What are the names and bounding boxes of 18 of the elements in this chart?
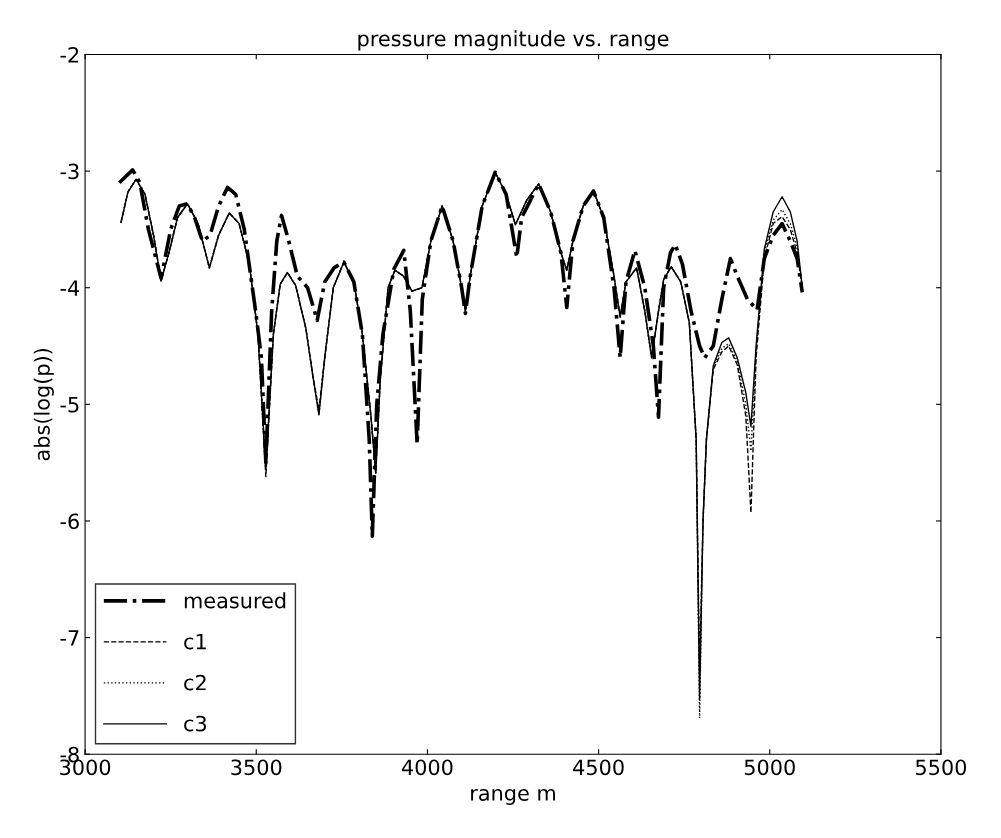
y-tick-label: -5 bbox=[60, 397, 79, 413]
x-tick-label: 5500 bbox=[916, 759, 967, 776]
x-axis-title: range m bbox=[471, 788, 555, 805]
y-tick-label: -2 bbox=[60, 46, 79, 63]
chart-title: pressure magnitude vs. range bbox=[358, 30, 669, 51]
x-tick-label: 4000 bbox=[401, 759, 453, 776]
x-tick-label: 5000 bbox=[744, 759, 795, 776]
y-tick-label: -3 bbox=[60, 163, 79, 180]
legend-label: c3 bbox=[184, 715, 207, 732]
x-tick-label: 4500 bbox=[573, 759, 624, 776]
legend-label: c1 bbox=[184, 633, 206, 650]
y-axis-title: abs(log(p)) bbox=[33, 348, 54, 461]
y-tick-label: -7 bbox=[60, 630, 79, 646]
legend-label: c2 bbox=[184, 674, 206, 691]
x-tick-label: 3500 bbox=[231, 759, 282, 776]
y-tick-label: -4 bbox=[60, 280, 80, 296]
y-tick-label: -6 bbox=[60, 513, 79, 530]
legend-label: measured bbox=[184, 592, 286, 609]
